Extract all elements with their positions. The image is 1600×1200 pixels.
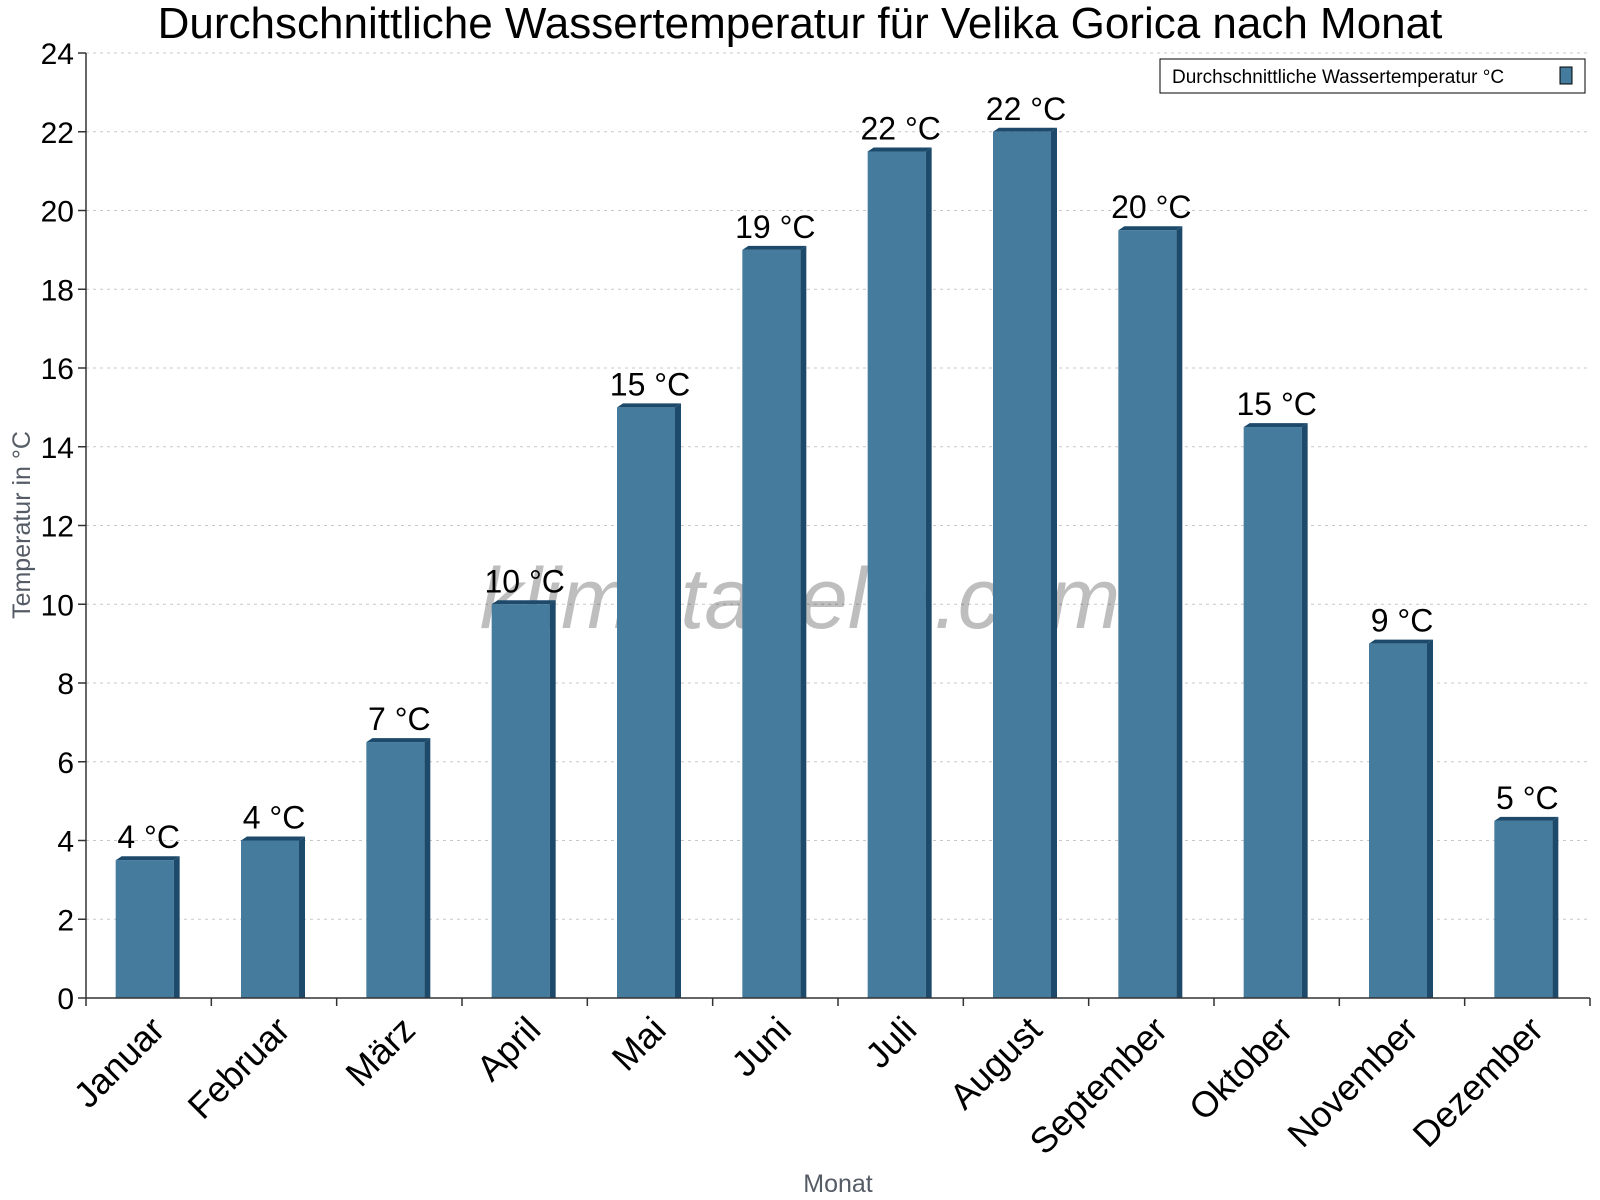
- bar-side: [299, 836, 305, 998]
- data-label: 20 °C: [1111, 189, 1191, 225]
- bar-side: [1427, 639, 1433, 998]
- grid: [86, 52, 1590, 920]
- data-label: 4 °C: [117, 819, 180, 855]
- bar-side: [424, 738, 431, 998]
- data-label: 4 °C: [243, 800, 306, 836]
- bar: [617, 403, 681, 998]
- x-tick-label: Juli: [857, 1009, 924, 1076]
- bar-top: [617, 403, 681, 408]
- x-tick-label: Juni: [723, 1009, 799, 1085]
- bar-side: [1301, 423, 1308, 998]
- bar-front: [1118, 230, 1177, 998]
- data-label: 22 °C: [860, 110, 940, 146]
- chart-title: Durchschnittliche Wassertemperatur für V…: [158, 0, 1443, 48]
- bar-front: [993, 131, 1051, 998]
- y-tick-label: 4: [57, 826, 74, 859]
- bar-side: [925, 147, 932, 998]
- bar-top: [742, 245, 807, 250]
- bar-top: [1243, 423, 1308, 428]
- y-tick-label: 0: [57, 983, 74, 1016]
- data-label: 5 °C: [1496, 780, 1559, 816]
- bar-top: [241, 836, 305, 841]
- x-tick-label: Januar: [65, 1009, 172, 1116]
- data-label: 7 °C: [368, 701, 431, 737]
- bar-top: [366, 738, 431, 743]
- x-tick-label: März: [337, 1009, 423, 1095]
- data-label: 22 °C: [986, 91, 1066, 127]
- y-tick-label: 16: [41, 353, 74, 386]
- y-tick-label: 12: [41, 511, 74, 544]
- x-axis-title: Monat: [803, 1170, 873, 1198]
- bar-front: [742, 249, 801, 998]
- bar: [491, 600, 556, 998]
- legend-entry-label: Durchschnittliche Wassertemperatur °C: [1172, 67, 1504, 88]
- y-tick-label: 22: [41, 117, 74, 150]
- y-tick-label: 10: [41, 589, 74, 622]
- bar-front: [867, 151, 926, 998]
- bar: [867, 147, 932, 998]
- y-tick-label: 18: [41, 274, 74, 307]
- data-label: 15 °C: [610, 366, 690, 402]
- bar-front: [491, 604, 550, 998]
- bar: [241, 836, 305, 998]
- bar: [742, 245, 807, 998]
- x-tick-label: Mai: [604, 1009, 674, 1079]
- bar-side: [675, 403, 681, 998]
- data-labels: 4 °C 4 °C 7 °C 10 °C 15 °C 19 °C 22 °C 22 °C 20 …: [117, 91, 1558, 855]
- bar-front: [366, 742, 425, 998]
- bar: [115, 856, 180, 998]
- bar-front: [115, 860, 174, 998]
- x-tick-label: November: [1279, 1009, 1425, 1155]
- bar-side: [800, 245, 807, 998]
- legend-box: [1159, 58, 1586, 94]
- bar-top: [993, 127, 1057, 132]
- y-tick-label: 2: [57, 904, 74, 937]
- bar-front: [1369, 643, 1427, 998]
- x-tick-label: Oktober: [1181, 1009, 1301, 1129]
- legend-swatch: [1559, 66, 1573, 85]
- data-label: 9 °C: [1371, 603, 1434, 639]
- bar-side: [1552, 816, 1559, 998]
- bar-side: [173, 856, 180, 998]
- bar-front: [241, 840, 299, 998]
- data-label: 15 °C: [1236, 386, 1316, 422]
- bar-front: [617, 407, 675, 998]
- y-tick-label: 6: [57, 747, 74, 780]
- bar: [993, 127, 1057, 998]
- bar-top: [115, 856, 180, 861]
- bar: [1369, 639, 1433, 998]
- legend: Durchschnittliche Wassertemperatur °C: [1159, 58, 1586, 94]
- bar-side: [1051, 127, 1057, 998]
- y-tick-label: 24: [41, 38, 74, 71]
- x-tick-label: April: [468, 1009, 548, 1089]
- bar: [1243, 423, 1308, 998]
- bar-top: [867, 147, 932, 152]
- x-tick-label: August: [941, 1009, 1049, 1117]
- bar-front: [1243, 427, 1302, 998]
- x-tick-label: September: [1021, 1009, 1175, 1163]
- bar-front: [1494, 820, 1553, 998]
- y-tick-label: 14: [41, 432, 74, 465]
- bar: [1118, 226, 1183, 998]
- y-tick-label: 8: [57, 668, 74, 701]
- bar-side: [549, 600, 556, 998]
- bar-top: [1118, 226, 1183, 231]
- x-tick-label: Dezember: [1405, 1009, 1551, 1155]
- bar-top: [491, 600, 556, 605]
- data-label: 19 °C: [735, 209, 815, 245]
- y-axis-title: Temperatur in °C: [8, 431, 36, 619]
- bar: [366, 738, 431, 998]
- y-tick-label: 20: [41, 196, 74, 229]
- bar: [1494, 816, 1559, 998]
- x-tick-label: Februar: [180, 1009, 298, 1127]
- bars: [115, 127, 1559, 998]
- bar-top: [1369, 639, 1433, 644]
- bar-side: [1176, 226, 1183, 998]
- data-label: 10 °C: [484, 563, 564, 599]
- bar-top: [1494, 816, 1559, 821]
